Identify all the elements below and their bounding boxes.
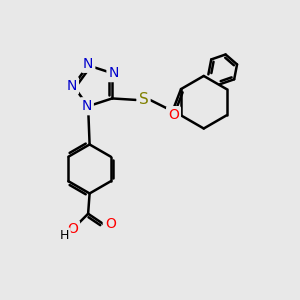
Text: O: O: [168, 108, 179, 122]
Text: N: N: [83, 57, 93, 71]
Text: N: N: [81, 99, 92, 113]
Text: H: H: [59, 229, 69, 242]
Text: N: N: [109, 66, 119, 80]
Text: N: N: [67, 79, 77, 93]
Text: O: O: [67, 222, 78, 236]
Text: S: S: [139, 92, 148, 107]
Text: O: O: [105, 217, 116, 231]
